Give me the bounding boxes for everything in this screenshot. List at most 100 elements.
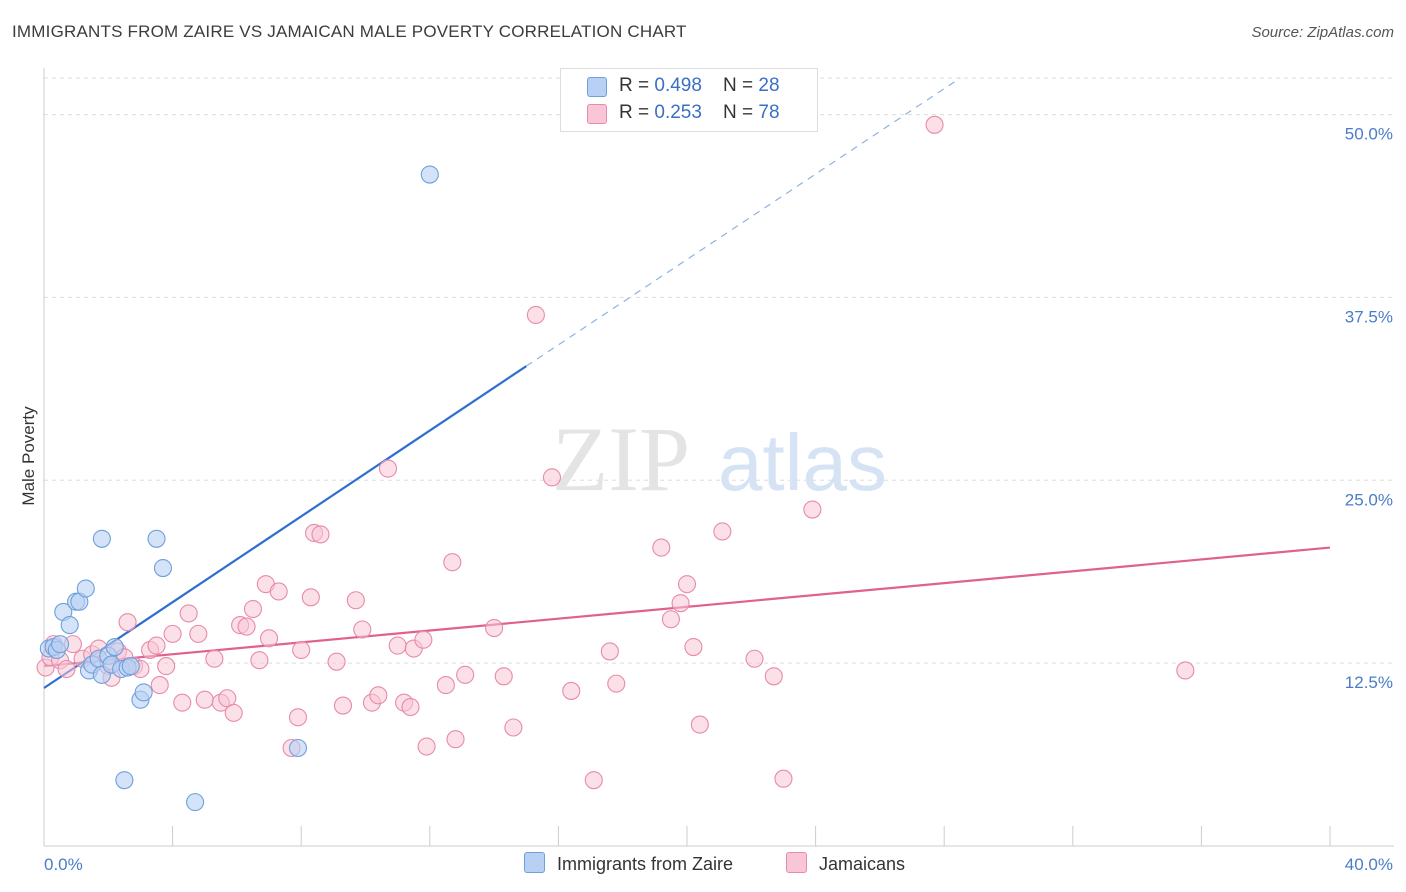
point-jamaicans-18 xyxy=(150,676,169,695)
point-jamaicans-43 xyxy=(333,696,353,715)
legend-n-label: N = xyxy=(723,102,759,123)
point-zaire-25 xyxy=(186,793,205,812)
point-zaire-13 xyxy=(92,529,111,548)
point-jamaicans-28 xyxy=(224,703,243,722)
point-zaire-3 xyxy=(51,635,70,654)
point-jamaicans-61 xyxy=(504,718,523,737)
point-jamaicans-75 xyxy=(745,649,764,668)
legend-swatch-zaire xyxy=(587,77,607,97)
point-jamaicans-44 xyxy=(346,591,365,610)
point-jamaicans-56 xyxy=(443,553,462,572)
point-jamaicans-55 xyxy=(436,676,455,695)
point-jamaicans-51 xyxy=(401,697,420,717)
axes xyxy=(43,68,1394,847)
point-jamaicans-59 xyxy=(485,618,504,638)
legend-r-value-jamaicans: 0.253 xyxy=(654,102,702,123)
point-jamaicans-73 xyxy=(690,715,709,734)
trend-line-zaire xyxy=(43,365,527,689)
y-axis-label: Male Poverty xyxy=(19,406,38,506)
point-jamaicans-67 xyxy=(607,674,626,693)
point-jamaicans-13 xyxy=(118,613,137,632)
point-jamaicans-24 xyxy=(195,690,214,709)
point-jamaicans-58 xyxy=(456,665,475,684)
point-jamaicans-25 xyxy=(205,649,224,668)
point-zaire-27 xyxy=(420,165,439,184)
point-jamaicans-4 xyxy=(57,659,76,679)
point-jamaicans-17 xyxy=(147,636,166,655)
point-jamaicans-78 xyxy=(803,500,822,519)
legend-r-label: R = xyxy=(619,102,655,123)
bottom-legend-label-zaire: Immigrants from Zaire xyxy=(557,854,734,874)
point-jamaicans-22 xyxy=(179,604,198,623)
point-jamaicans-38 xyxy=(292,640,311,660)
point-jamaicans-77 xyxy=(774,769,793,788)
point-jamaicans-71 xyxy=(677,575,697,594)
watermark: ZIP atlas xyxy=(552,408,887,510)
legend-n-value-jamaicans: 78 xyxy=(758,102,780,123)
point-jamaicans-72 xyxy=(684,638,703,657)
legend-swatch-jamaicans xyxy=(587,104,607,124)
y-tick-label-1: 25.0% xyxy=(1345,490,1393,509)
bottom-legend-jamaicans: Jamaicans xyxy=(786,852,905,875)
point-jamaicans-62 xyxy=(526,305,545,325)
y-tick-label-2: 37.5% xyxy=(1345,307,1393,326)
point-zaire-8 xyxy=(76,579,95,598)
point-zaire-24 xyxy=(115,771,134,790)
point-jamaicans-35 xyxy=(269,582,288,601)
point-jamaicans-80 xyxy=(1176,661,1195,680)
point-jamaicans-39 xyxy=(301,588,320,607)
x-tick-label-0: 0.0% xyxy=(44,855,83,874)
point-jamaicans-53 xyxy=(414,630,433,649)
point-zaire-23 xyxy=(153,559,173,578)
chart-title: IMMIGRANTS FROM ZAIRE VS JAMAICAN MALE P… xyxy=(12,22,687,41)
point-jamaicans-79 xyxy=(925,115,944,134)
watermark-zip: ZIP xyxy=(552,408,690,510)
bottom-legend-swatch-zaire xyxy=(524,852,545,873)
point-jamaicans-68 xyxy=(652,538,671,557)
y-tick-label-0: 12.5% xyxy=(1345,673,1393,692)
point-jamaicans-30 xyxy=(237,617,256,636)
point-jamaicans-31 xyxy=(243,599,263,619)
grid-lines xyxy=(44,77,1394,664)
point-jamaicans-20 xyxy=(163,624,182,643)
point-jamaicans-74 xyxy=(713,522,732,541)
point-jamaicans-57 xyxy=(446,730,465,749)
tick-labels: 12.5% 25.0% 37.5% 50.0% 0.0% 40.0% xyxy=(44,125,1393,874)
point-jamaicans-32 xyxy=(250,651,269,670)
watermark-atlas: atlas xyxy=(718,418,887,507)
bottom-legend-zaire: Immigrants from Zaire xyxy=(524,852,733,875)
trend-lines xyxy=(43,77,1331,689)
point-jamaicans-42 xyxy=(327,652,346,671)
point-jamaicans-54 xyxy=(417,737,436,756)
point-jamaicans-60 xyxy=(494,667,513,686)
legend-n-value-zaire: 28 xyxy=(758,75,780,96)
point-jamaicans-69 xyxy=(661,610,680,629)
y-tick-label-3: 50.0% xyxy=(1345,125,1393,144)
point-jamaicans-34 xyxy=(259,629,279,648)
legend-r-label: R = xyxy=(619,75,655,96)
point-jamaicans-19 xyxy=(157,657,176,676)
point-jamaicans-66 xyxy=(600,642,619,661)
bottom-legend-swatch-jamaicans xyxy=(786,852,807,873)
bottom-legend-label-jamaicans: Jamaicans xyxy=(819,854,906,874)
point-jamaicans-49 xyxy=(388,636,407,655)
point-jamaicans-70 xyxy=(671,594,690,613)
point-zaire-22 xyxy=(147,529,166,548)
trend-line-zaire-extension xyxy=(525,77,961,367)
point-jamaicans-37 xyxy=(288,708,308,727)
point-zaire-21 xyxy=(134,683,153,702)
correlation-legend: R = 0.498 N = 28 R = 0.253 N = 78 xyxy=(560,68,818,132)
point-jamaicans-64 xyxy=(562,681,581,700)
legend-n-label: N = xyxy=(723,75,759,96)
legend-r-value-zaire: 0.498 xyxy=(654,75,702,96)
point-zaire-19 xyxy=(121,657,140,676)
point-zaire-16 xyxy=(105,638,124,657)
point-jamaicans-48 xyxy=(378,459,398,478)
point-jamaicans-76 xyxy=(764,667,783,686)
point-jamaicans-63 xyxy=(542,468,562,487)
point-zaire-5 xyxy=(60,616,79,635)
point-jamaicans-45 xyxy=(353,620,372,639)
point-jamaicans-41 xyxy=(311,525,330,544)
source-label: Source: ZipAtlas.com xyxy=(1251,24,1394,41)
